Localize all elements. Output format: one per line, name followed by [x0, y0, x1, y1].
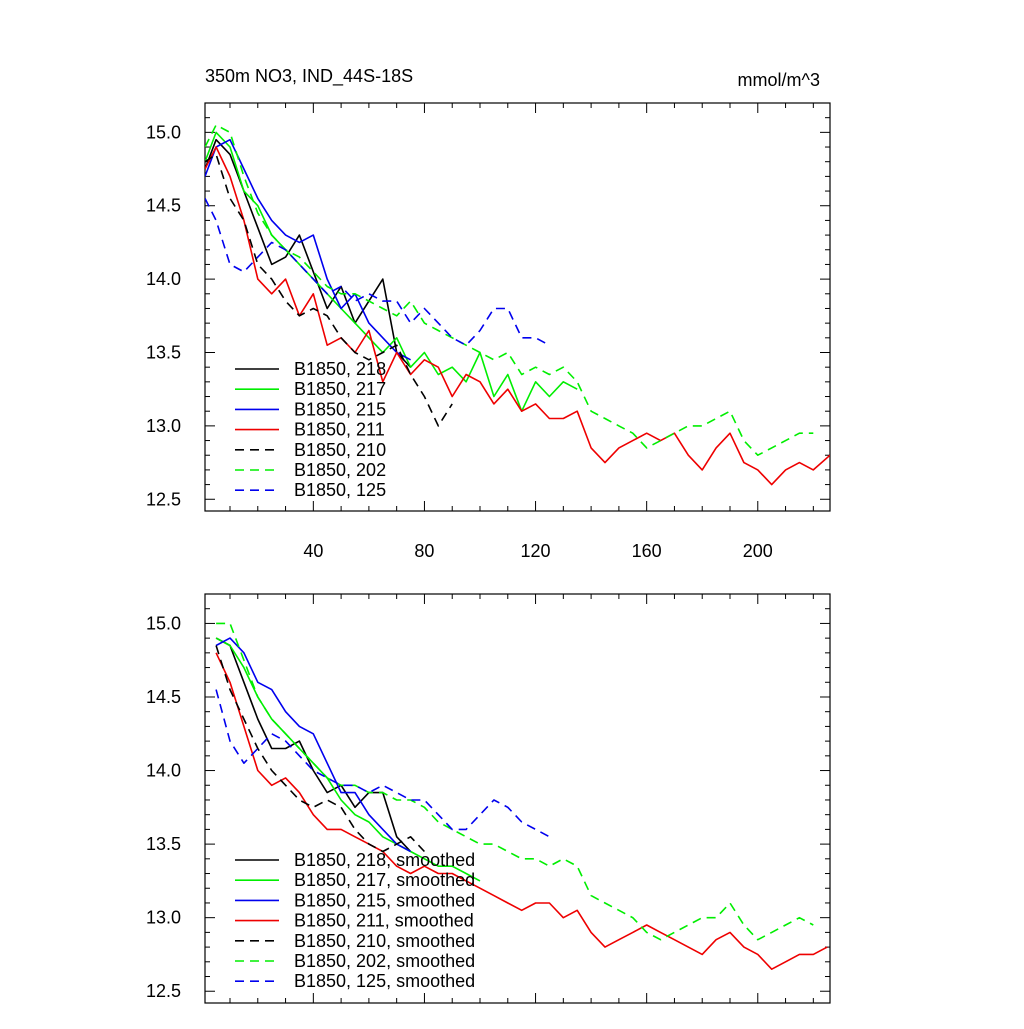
- series-line-1: [205, 138, 412, 368]
- chart-panel-1: 12.5 13.0 13.5 14.0 14.5 15.0 40 80 120 160 200 B18…: [146, 102, 831, 561]
- series-line-5: [205, 153, 453, 427]
- legend-label: B1850, 211, smoothed: [294, 911, 474, 931]
- series-line-3: [215, 637, 411, 853]
- y-tick-label: 14.0: [146, 269, 181, 289]
- x-tick-label: 160: [632, 541, 662, 561]
- legend-label: B1850, 202: [294, 460, 386, 480]
- series-line-6: [216, 622, 814, 941]
- legend-label: B1850, 210: [294, 440, 386, 460]
- y-tick-label: 12.5: [146, 489, 181, 509]
- legend-label: B1850, 202, smoothed: [294, 951, 475, 971]
- legend-label: B1850, 210, smoothed: [294, 931, 475, 951]
- legend-label: B1850, 218, smoothed: [294, 850, 475, 870]
- legend-label: B1850, 211: [294, 420, 385, 440]
- y-tick-label: 13.5: [146, 834, 181, 854]
- y-tick-label: 14.5: [146, 196, 181, 216]
- x-tick-label: 80: [414, 541, 434, 561]
- legend-label: B1850, 125: [294, 480, 386, 500]
- chart-panel-2: 12.5 13.0 13.5 14.0 14.5 15.0 B1850, 218, smoo…: [146, 593, 831, 1004]
- y-tick-label: 14.0: [146, 761, 181, 781]
- y-tick-label: 15.0: [146, 122, 181, 142]
- legend-label: B1850, 217, smoothed: [294, 870, 475, 890]
- series-line-6: [205, 124, 814, 456]
- y-tick-label: 12.5: [146, 981, 181, 1001]
- x-tick-label: 40: [303, 541, 323, 561]
- series-line-4: [205, 146, 830, 486]
- series-line-5: [215, 645, 425, 853]
- series-line-7: [205, 198, 550, 346]
- chart-units: mmol/m^3: [738, 70, 820, 90]
- x-tick-label: 200: [743, 541, 773, 561]
- y-tick-label: 13.0: [146, 908, 181, 928]
- y-tick-label: 15.0: [146, 613, 181, 633]
- y-tick-label: 13.0: [146, 416, 181, 436]
- legend-label: B1850, 215: [294, 399, 386, 419]
- y-tick-label: 13.5: [146, 342, 181, 362]
- series-line-1: [215, 637, 412, 853]
- plot-frame: [204, 593, 831, 1004]
- series-line-7: [215, 689, 550, 838]
- plot-frame: [204, 102, 831, 512]
- legend-label: B1850, 217: [294, 379, 386, 399]
- legend-label: B1850, 215, smoothed: [294, 890, 475, 910]
- series-line-4: [215, 652, 828, 970]
- x-tick-label: 120: [521, 541, 551, 561]
- chart-title: 350m NO3, IND_44S-18S: [205, 66, 413, 87]
- legend-label: B1850, 125, smoothed: [294, 971, 475, 991]
- y-tick-label: 14.5: [146, 687, 181, 707]
- legend-label: B1850, 218: [294, 359, 386, 379]
